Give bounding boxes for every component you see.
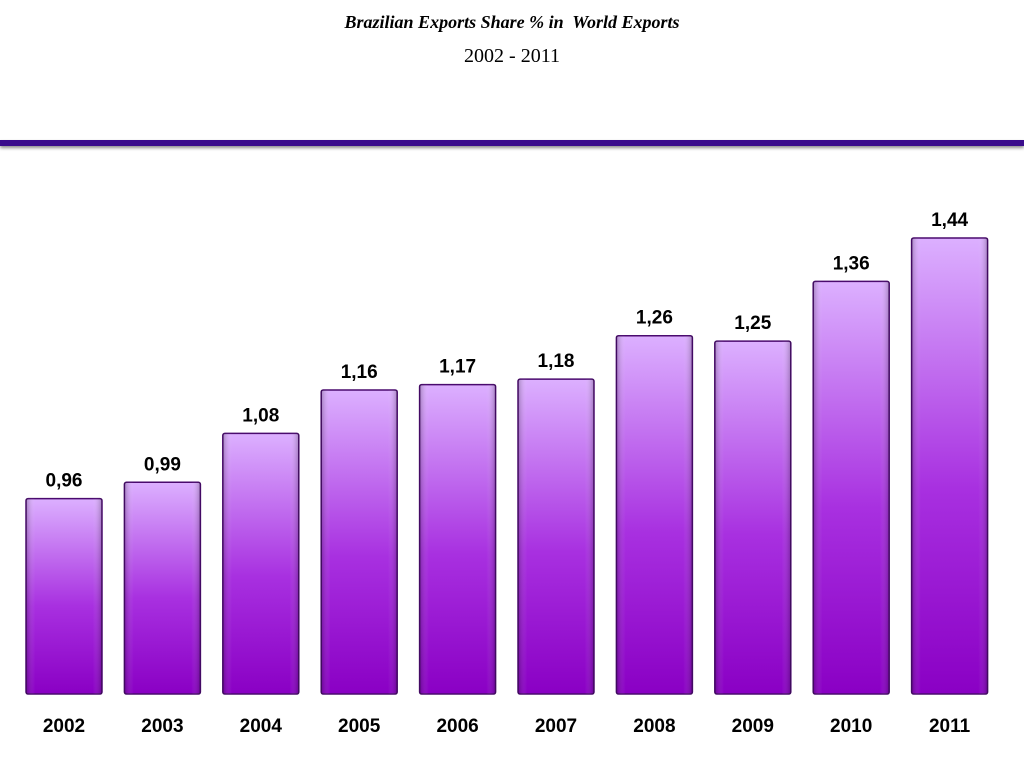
bar-2007: 1,18 2007 <box>517 351 595 737</box>
bar-value-label: 1,25 <box>734 313 771 334</box>
bar-value-label: 0,99 <box>144 454 181 475</box>
x-tick-label: 2004 <box>240 716 283 737</box>
bar-value-label: 1,08 <box>242 405 279 426</box>
bar-shading <box>616 335 693 694</box>
bar-value-label: 1,16 <box>341 362 378 383</box>
header-divider <box>0 140 1024 146</box>
bar-2002: 0,96 2002 <box>25 471 103 737</box>
bar-shading <box>26 498 102 694</box>
bar-shading <box>518 379 594 694</box>
x-tick-label: 2002 <box>43 716 85 737</box>
bar-shading <box>222 433 299 694</box>
bar-shading <box>714 341 791 694</box>
bar-shading <box>124 482 201 694</box>
bar-value-label: 1,26 <box>636 308 673 329</box>
bar-shading <box>419 384 496 694</box>
bar-value-label: 0,96 <box>46 471 83 492</box>
x-tick-label: 2009 <box>732 716 774 737</box>
bar-2006: 1,17 2006 <box>418 357 497 737</box>
bar-2003: 0,99 2003 <box>123 454 202 737</box>
bar-value-label: 1,36 <box>833 253 870 274</box>
bar-shading <box>813 281 890 694</box>
x-tick-label: 2010 <box>830 716 872 737</box>
bar-value-label: 1,18 <box>538 351 575 372</box>
chart-subtitle: 2002 - 2011 <box>464 45 560 67</box>
x-tick-label: 2003 <box>141 716 183 737</box>
bar-value-label: 1,17 <box>439 357 476 378</box>
bar-2011: 1,44 2011 <box>910 210 989 737</box>
x-tick-label: 2007 <box>535 716 577 737</box>
x-tick-label: 2008 <box>633 716 675 737</box>
chart-title: Brazilian Exports Share % in World Expor… <box>344 12 680 32</box>
bar-value-label: 1,44 <box>931 210 968 231</box>
bar-2005: 1,16 2005 <box>320 362 398 737</box>
bar-2008: 1,26 2008 <box>615 308 694 737</box>
x-tick-label: 2006 <box>436 716 478 737</box>
bar-2010: 1,36 2010 <box>812 253 890 737</box>
x-tick-label: 2011 <box>929 716 971 737</box>
bar-shading <box>911 238 988 694</box>
bar-shading <box>321 390 398 694</box>
x-tick-label: 2005 <box>338 716 381 737</box>
bar-2009: 1,25 2009 <box>714 313 792 737</box>
bar-2004: 1,08 2004 <box>222 405 300 737</box>
